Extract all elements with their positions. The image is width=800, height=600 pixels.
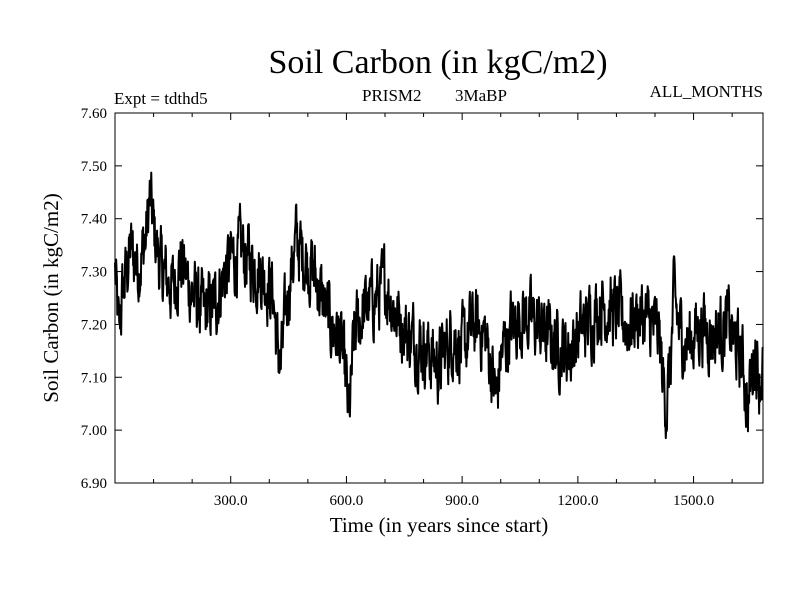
- model-label: PRISM2: [362, 86, 422, 105]
- x-axis: 300.0 600.0 900.0 1200.0 1500.0: [153, 113, 733, 509]
- y-tick-label: 7.50: [81, 159, 107, 175]
- months-label: ALL_MONTHS: [650, 82, 763, 101]
- y-axis: 6.90 7.00 7.10 7.20 7.30 7.40 7.50 7.60: [81, 106, 763, 492]
- chart-title: Soil Carbon (in kgC/m2): [268, 44, 607, 81]
- y-tick-label: 7.60: [81, 106, 107, 122]
- y-tick-label: 7.10: [81, 370, 107, 386]
- x-axis-label: Time (in years since start): [330, 513, 549, 537]
- x-tick-label: 600.0: [330, 493, 364, 509]
- x-tick-label: 300.0: [214, 493, 248, 509]
- y-tick-label: 6.90: [81, 476, 107, 492]
- x-tick-label: 900.0: [445, 493, 479, 509]
- plot-frame: [114, 112, 764, 484]
- period-label: 3MaBP: [455, 86, 507, 105]
- y-tick-label: 7.00: [81, 423, 107, 439]
- x-tick-label: 1500.0: [673, 493, 714, 509]
- y-tick-label: 7.20: [81, 317, 107, 333]
- series-line: [114, 171, 764, 440]
- y-tick-label: 7.30: [81, 265, 107, 281]
- y-axis-label: Soil Carbon (in kgC/m2): [39, 193, 63, 402]
- y-tick-label: 7.40: [81, 212, 107, 228]
- experiment-label: Expt = tdthd5: [114, 89, 208, 108]
- x-tick-label: 1200.0: [557, 493, 598, 509]
